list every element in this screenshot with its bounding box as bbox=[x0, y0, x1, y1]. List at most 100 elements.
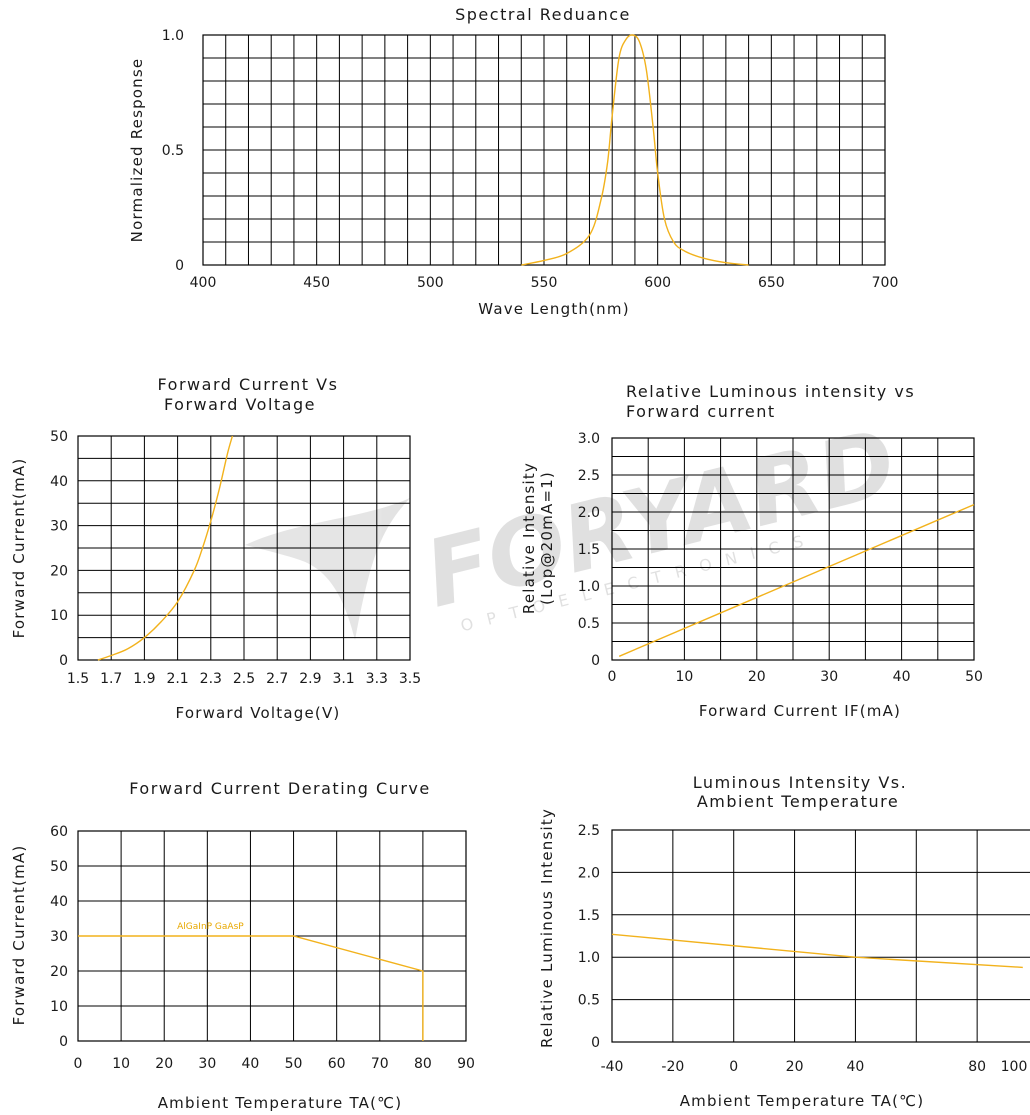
x-tick-label: 100 bbox=[1001, 1059, 1028, 1075]
chart-title-line-1: Forward Current Vs bbox=[158, 375, 339, 394]
y-ticks: 0 0.5 1.0 bbox=[162, 28, 184, 274]
x-axis-label: Wave Length(nm) bbox=[478, 300, 630, 318]
x-tick-label: 650 bbox=[758, 275, 785, 291]
x-tick-label: 450 bbox=[303, 275, 330, 291]
y-tick-label: 2.0 bbox=[578, 865, 600, 881]
x-tick-label: 3.3 bbox=[366, 671, 388, 687]
x-tick-label: 10 bbox=[112, 1056, 130, 1072]
y-tick-label: 1.5 bbox=[578, 908, 600, 924]
y-tick-label: 1.5 bbox=[578, 542, 600, 558]
x-ticks: 0 10 20 30 40 50 bbox=[608, 669, 983, 685]
series bbox=[521, 34, 749, 266]
y-axis-label: Normalized Response bbox=[128, 58, 146, 243]
chart-forward-current-vs-voltage: Forward Current Vs Forward Voltage 0 10 20… bbox=[10, 375, 421, 722]
chart-title-line-2: Forward Voltage bbox=[164, 395, 316, 414]
y-tick-label: 50 bbox=[50, 859, 68, 875]
x-tick-label: 2.3 bbox=[200, 671, 222, 687]
y-tick-label: 0 bbox=[591, 1035, 600, 1051]
y-tick-label: 40 bbox=[50, 474, 68, 490]
chart-title-line-2: Forward current bbox=[626, 402, 776, 421]
grid bbox=[611, 829, 1030, 1043]
y-tick-label: 60 bbox=[50, 824, 68, 840]
series-line bbox=[78, 935, 424, 1041]
y-axis-label: Forward Current(mA) bbox=[10, 845, 28, 1026]
x-tick-label: 40 bbox=[847, 1059, 865, 1075]
y-tick-label: 10 bbox=[50, 999, 68, 1015]
y-tick-label: 2.5 bbox=[578, 468, 600, 484]
x-ticks: -40 -20 0 20 40 80 100 bbox=[601, 1059, 1028, 1075]
x-tick-label: 50 bbox=[965, 669, 983, 685]
watermark-text: FORYARD bbox=[415, 409, 906, 629]
x-tick-label: -40 bbox=[601, 1059, 624, 1075]
watermark: FORYARD OPTOELECTRONICS bbox=[245, 409, 906, 640]
y-tick-label: 50 bbox=[50, 429, 68, 445]
y-tick-label: 30 bbox=[50, 929, 68, 945]
chart-spectral: Spectral Reduance 0 0.5 1.0 400 450 500 550 60… bbox=[128, 5, 898, 318]
x-tick-label: 30 bbox=[820, 669, 838, 685]
x-tick-label: 1.7 bbox=[100, 671, 122, 687]
y-tick-label: 2.0 bbox=[578, 505, 600, 521]
x-tick-label: 20 bbox=[786, 1059, 804, 1075]
x-tick-label: 60 bbox=[328, 1056, 346, 1072]
x-tick-label: 400 bbox=[190, 275, 217, 291]
x-tick-label: 1.9 bbox=[133, 671, 155, 687]
x-tick-label: 80 bbox=[968, 1059, 986, 1075]
y-tick-label: 0.5 bbox=[578, 616, 600, 632]
x-tick-label: 2.5 bbox=[233, 671, 255, 687]
x-tick-label: 90 bbox=[457, 1056, 475, 1072]
x-tick-label: 3.5 bbox=[399, 671, 421, 687]
x-tick-label: 2.7 bbox=[266, 671, 288, 687]
x-tick-label: 20 bbox=[748, 669, 766, 685]
y-tick-label: 1.0 bbox=[578, 579, 600, 595]
y-ticks: 0 10 20 30 40 50 bbox=[50, 429, 68, 669]
y-ticks: 0 0.5 1.0 1.5 2.0 2.5 bbox=[578, 823, 600, 1051]
y-tick-label: 1.0 bbox=[578, 950, 600, 966]
y-axis-label-line-1: Relative Intensity bbox=[520, 462, 538, 614]
x-tick-label: -20 bbox=[661, 1059, 684, 1075]
x-tick-label: 1.5 bbox=[67, 671, 89, 687]
y-tick-label: 0 bbox=[591, 653, 600, 669]
chart-title: Forward Current Derating Curve bbox=[129, 779, 430, 798]
x-ticks: 0 10 20 30 40 50 60 70 80 90 bbox=[74, 1056, 475, 1072]
y-tick-label: 0 bbox=[59, 653, 68, 669]
x-tick-label: 80 bbox=[414, 1056, 432, 1072]
y-tick-label: 2.5 bbox=[578, 823, 600, 839]
x-tick-label: 10 bbox=[675, 669, 693, 685]
grid bbox=[77, 435, 411, 661]
x-tick-label: 20 bbox=[155, 1056, 173, 1072]
y-tick-label: 0.5 bbox=[578, 993, 600, 1009]
series-annotation: AlGaInP GaAsP bbox=[177, 922, 244, 932]
grid bbox=[202, 34, 886, 266]
x-tick-label: 500 bbox=[417, 275, 444, 291]
x-tick-label: 0 bbox=[74, 1056, 83, 1072]
x-tick-label: 0 bbox=[608, 669, 617, 685]
y-axis-label: Relative Luminous Intensity bbox=[538, 808, 556, 1048]
x-tick-label: 2.1 bbox=[166, 671, 188, 687]
grid bbox=[611, 437, 975, 661]
series bbox=[611, 933, 1023, 969]
chart-title-line-1: Relative Luminous intensity vs bbox=[626, 382, 915, 401]
series bbox=[78, 935, 424, 1041]
x-tick-label: 40 bbox=[893, 669, 911, 685]
y-ticks: 0 0.5 1.0 1.5 2.0 2.5 3.0 bbox=[578, 431, 600, 669]
series-line bbox=[618, 503, 975, 657]
x-tick-label: 550 bbox=[531, 275, 558, 291]
y-axis-label-line-2: (Lop@20mA=1) bbox=[538, 471, 556, 605]
chart-intensity-vs-temperature: Luminous Intensity Vs. Ambient Temperatu… bbox=[538, 773, 1030, 1110]
y-tick-label: 0 bbox=[59, 1034, 68, 1050]
x-axis-label: Forward Voltage(V) bbox=[176, 704, 341, 722]
x-tick-label: 2.9 bbox=[299, 671, 321, 687]
chart-title-line-2: Ambient Temperature bbox=[697, 792, 899, 811]
y-tick-label: 0.5 bbox=[162, 143, 184, 159]
x-axis-label: Ambient Temperature TA(℃) bbox=[158, 1094, 403, 1112]
series-line bbox=[611, 933, 1023, 969]
x-tick-label: 3.1 bbox=[332, 671, 354, 687]
chart-derating-curve: Forward Current Derating Curve 0 10 20 30 40… bbox=[10, 779, 475, 1112]
x-ticks: 400 450 500 550 600 650 700 bbox=[190, 275, 899, 291]
x-tick-label: 30 bbox=[198, 1056, 216, 1072]
x-axis-label: Forward Current IF(mA) bbox=[699, 702, 901, 720]
watermark-swoosh-icon bbox=[245, 498, 410, 640]
y-tick-label: 0 bbox=[175, 258, 184, 274]
series-line bbox=[521, 34, 749, 266]
